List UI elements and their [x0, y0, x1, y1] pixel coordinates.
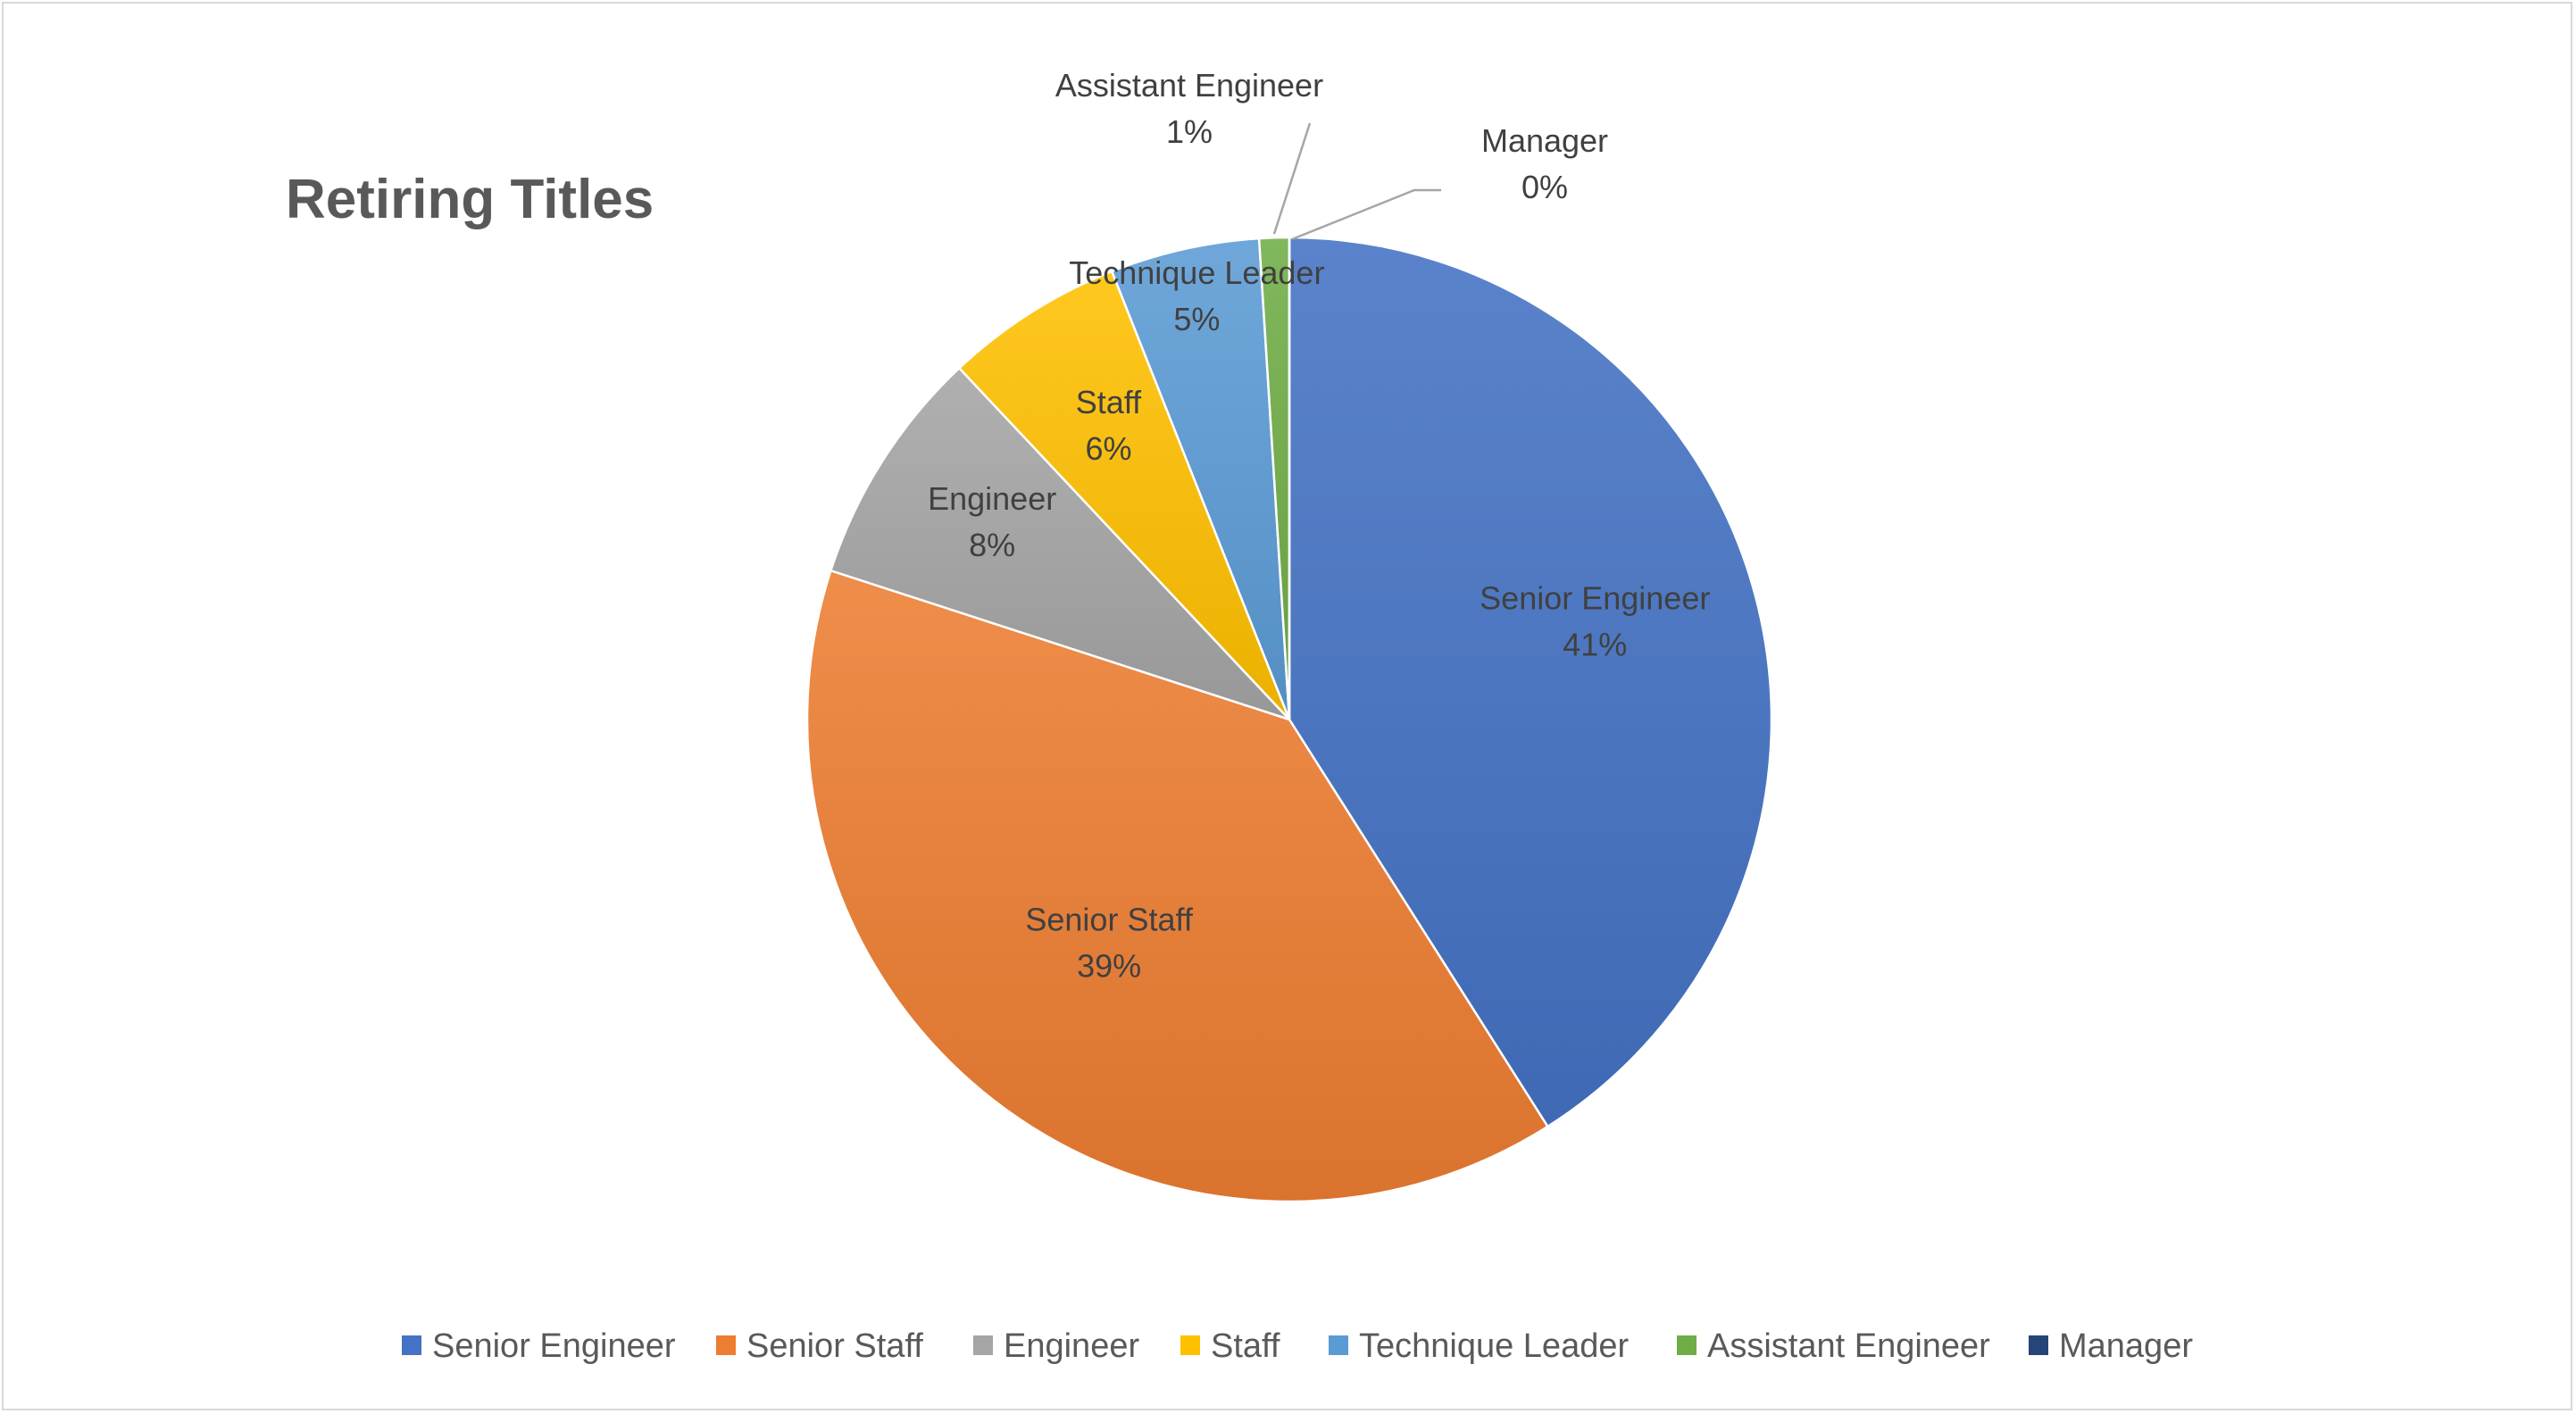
- legend-item-staff: Staff: [1180, 1327, 1280, 1365]
- chart-title: Retiring Titles: [286, 169, 654, 230]
- legend-item-manager: Manager: [2029, 1327, 2193, 1365]
- legend-swatch-senior-engineer: [402, 1335, 421, 1355]
- slice-percent-manager: 0%: [1521, 169, 1568, 205]
- slice-label-technique-leader: Technique Leader: [1069, 254, 1324, 291]
- slice-label-engineer: Engineer: [928, 480, 1056, 517]
- legend-label-staff: Staff: [1211, 1327, 1280, 1365]
- legend-item-technique-leader: Technique Leader: [1329, 1327, 1629, 1365]
- slice-senior-engineer: [1288, 236, 1773, 1128]
- legend-item-senior-staff: Senior Staff: [716, 1327, 923, 1365]
- slice-percent-senior-engineer: 41%: [1563, 627, 1627, 663]
- legend-label-senior-engineer: Senior Engineer: [432, 1327, 676, 1365]
- slice-labels: Senior Engineer 41% Senior Staff 39% Enginee…: [928, 67, 1710, 984]
- legend-swatch-senior-staff: [716, 1335, 736, 1355]
- slice-technique-leader: [1110, 237, 1291, 720]
- slice-label-senior-engineer: Senior Engineer: [1480, 580, 1710, 617]
- slice-label-staff: Staff: [1076, 384, 1142, 420]
- legend-label-technique-leader: Technique Leader: [1359, 1327, 1629, 1365]
- slice-label-assistant-engineer: Assistant Engineer: [1055, 67, 1323, 104]
- slice-staff: [957, 270, 1291, 720]
- leader-line-assistant-engineer: [1272, 122, 1312, 235]
- leader-lines: [1272, 122, 1441, 241]
- slice-percent-staff: 6%: [1085, 430, 1131, 467]
- slice-senior-staff: [805, 569, 1550, 1203]
- legend-swatch-staff: [1180, 1335, 1200, 1355]
- legend-swatch-manager: [2029, 1335, 2048, 1355]
- slice-label-manager: Manager: [1481, 122, 1608, 159]
- slice-percent-senior-staff: 39%: [1077, 947, 1141, 984]
- legend-item-engineer: Engineer: [973, 1327, 1139, 1365]
- slice-percent-technique-leader: 5%: [1173, 301, 1220, 337]
- legend-label-assistant-engineer: Assistant Engineer: [1707, 1327, 1990, 1365]
- slice-engineer: [829, 366, 1290, 721]
- legend-label-senior-staff: Senior Staff: [746, 1327, 923, 1365]
- slice-label-senior-staff: Senior Staff: [1025, 901, 1193, 937]
- legend: Senior Engineer Senior Staff Engineer Staff…: [402, 1327, 2193, 1365]
- slice-percent-engineer: 8%: [969, 527, 1015, 563]
- legend-item-senior-engineer: Senior Engineer: [402, 1327, 676, 1365]
- legend-item-assistant-engineer: Assistant Engineer: [1677, 1327, 1990, 1365]
- legend-swatch-assistant-engineer: [1677, 1335, 1696, 1355]
- pie-chart: Retiring Titles Senior Engineer41%Senior…: [286, 67, 2193, 1365]
- legend-label-engineer: Engineer: [1004, 1327, 1139, 1365]
- slice-percent-assistant-engineer: 1%: [1166, 113, 1213, 150]
- leader-line-manager: [1291, 188, 1441, 241]
- legend-swatch-technique-leader: [1329, 1335, 1348, 1355]
- pie-slices: [805, 236, 1773, 1203]
- legend-swatch-engineer: [973, 1335, 993, 1355]
- legend-label-manager: Manager: [2059, 1327, 2193, 1365]
